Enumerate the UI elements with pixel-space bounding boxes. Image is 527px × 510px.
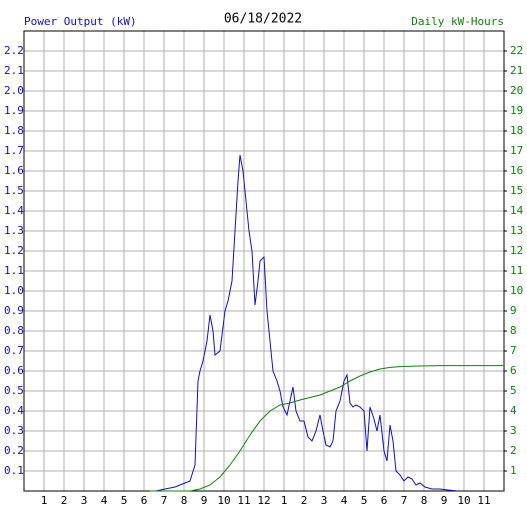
y-tick-label: 0.6: [4, 364, 24, 377]
y2-tick-label: 20: [510, 84, 523, 97]
x-tick-label: 5: [121, 494, 128, 507]
y2-tick-label: 17: [510, 144, 523, 157]
y-tick-label: 1.7: [4, 144, 24, 157]
y-tick-label: 0.9: [4, 304, 24, 317]
y2-tick-label: 21: [510, 64, 523, 77]
y2-tick-label: 15: [510, 184, 523, 197]
x-tick-label: 1: [281, 494, 288, 507]
y-tick-label: 0.5: [4, 384, 24, 397]
y-tick-label: 0.8: [4, 324, 24, 337]
y-tick-label: 0.7: [4, 344, 24, 357]
y2-tick-label: 9: [510, 304, 517, 317]
y-tick-label: 0.2: [4, 444, 24, 457]
y2-tick-label: 7: [510, 344, 517, 357]
x-tick-label: 4: [341, 494, 348, 507]
y2-tick-label: 6: [510, 364, 517, 377]
x-tick-label: 6: [141, 494, 148, 507]
y2-axis-label: Daily kW-Hours: [411, 15, 504, 28]
x-tick-label: 1: [41, 494, 48, 507]
y2-tick-label: 16: [510, 164, 523, 177]
y-tick-label: 2.2: [4, 44, 24, 57]
x-tick-label: 11: [477, 494, 490, 507]
y2-tick-label: 22: [510, 44, 523, 57]
y-tick-label: 2.0: [4, 84, 24, 97]
y-tick-label: 1.1: [4, 264, 24, 277]
chart-title: 06/18/2022: [224, 12, 302, 27]
x-tick-label: 10: [217, 494, 230, 507]
x-tick-label: 3: [81, 494, 88, 507]
y-axis-label: Power Output (kW): [24, 15, 137, 28]
y-tick-label: 1.9: [4, 104, 24, 117]
x-tick-label: 9: [441, 494, 448, 507]
x-tick-label: 3: [321, 494, 328, 507]
x-tick-label: 8: [181, 494, 188, 507]
series-line: [155, 154, 459, 492]
y-tick-label: 0.1: [4, 464, 24, 477]
plot-border: [23, 30, 505, 492]
series-line: [150, 365, 503, 492]
y2-tick-label: 1: [510, 464, 517, 477]
x-tick-label: 8: [421, 494, 428, 507]
y2-tick-label: 18: [510, 124, 523, 137]
y2-tick-label: 19: [510, 104, 523, 117]
y-tick-label: 1.5: [4, 184, 24, 197]
y2-tick-label: 13: [510, 224, 523, 237]
y-tick-label: 2.1: [4, 64, 24, 77]
x-tick-label: 2: [61, 494, 68, 507]
y2-tick-label: 5: [510, 384, 517, 397]
y-tick-label: 0.3: [4, 424, 24, 437]
x-tick-label: 7: [401, 494, 408, 507]
y2-tick-label: 14: [510, 204, 524, 217]
y2-tick-label: 11: [510, 264, 523, 277]
y-tick-label: 1.4: [4, 204, 24, 217]
y2-tick-label: 3: [510, 424, 517, 437]
y-tick-label: 1.6: [4, 164, 24, 177]
x-tick-label: 10: [457, 494, 470, 507]
y-tick-label: 1.3: [4, 224, 24, 237]
y2-tick-label: 2: [510, 444, 517, 457]
y-tick-label: 1.8: [4, 124, 24, 137]
x-tick-label: 5: [361, 494, 368, 507]
y2-tick-label: 8: [510, 324, 517, 337]
x-tick-label: 4: [101, 494, 108, 507]
x-tick-label: 2: [301, 494, 308, 507]
x-tick-label: 6: [381, 494, 388, 507]
y-tick-label: 1.2: [4, 244, 24, 257]
x-tick-label: 12: [257, 494, 270, 507]
x-tick-label: 9: [201, 494, 208, 507]
x-tick-label: 7: [161, 494, 168, 507]
x-tick-label: 11: [237, 494, 250, 507]
y-tick-label: 1.0: [4, 284, 24, 297]
y-tick-label: 0.4: [4, 404, 24, 417]
y2-tick-label: 10: [510, 284, 523, 297]
y2-tick-label: 12: [510, 244, 523, 257]
y2-tick-label: 4: [510, 404, 517, 417]
